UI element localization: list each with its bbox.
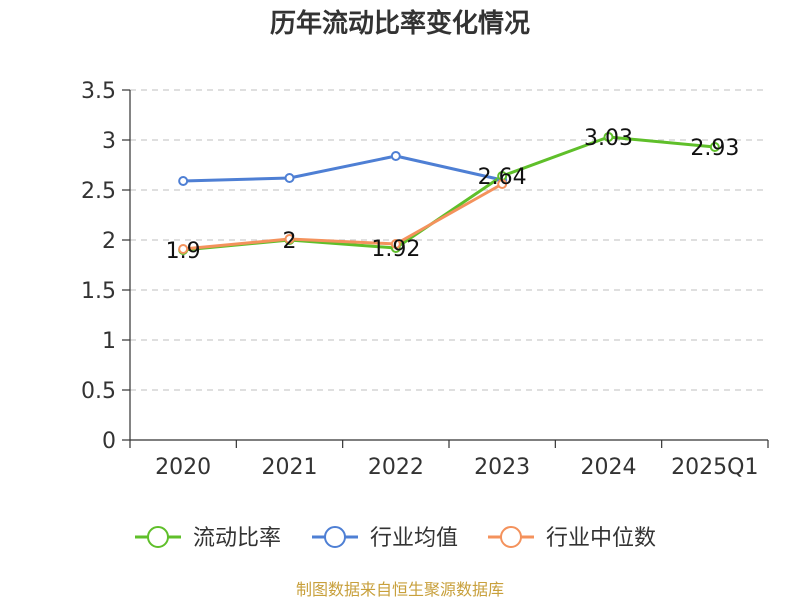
legend-marker [500,526,522,548]
data-point [390,239,401,249]
x-tick-label: 2020 [155,455,211,480]
x-tick-label: 2023 [474,455,530,480]
legend-label: 行业均值 [370,526,458,551]
y-tick-label: 1.5 [81,279,116,304]
y-tick-label: 3.5 [81,79,116,104]
data-point [497,179,508,189]
data-label: 1.9 [166,239,201,264]
y-tick-label: 0.5 [81,379,116,404]
series-lines [183,135,715,252]
series-line-0 [183,135,715,252]
data-labels: 1.9 2 1.922.643.03 2.93 [166,126,740,264]
x-tick-label: 2022 [368,455,424,480]
source-note: 制图数据来自恒生聚源数据库 [296,580,504,599]
x-tick-label: 2024 [581,455,637,480]
data-point [284,234,295,244]
data-point [284,173,295,183]
chart-title: 历年流动比率变化情况 [270,8,530,39]
legend-marker [147,526,169,548]
data-label: 3.03 [584,126,633,151]
data-label: 2.64 [478,165,527,190]
y-tick-label: 2.5 [81,179,116,204]
data-point [390,151,401,161]
data-point [178,176,189,186]
y-tick-label: 1 [102,329,116,354]
data-label: 2 [283,229,297,254]
data-label: 1.92 [371,237,420,262]
y-tick-label: 2 [102,229,116,254]
data-point [178,244,189,254]
y-tick-label: 3 [102,129,116,154]
legend-marker [324,526,346,548]
y-tick-label: 0 [102,429,116,454]
data-label: 2.93 [690,136,739,161]
data-point [603,132,614,142]
legend-label: 行业中位数 [546,526,656,551]
legend: 流动比率 行业均值 行业中位数 [135,526,656,551]
axes: 0 0.5 1 1.5 2 2.5 3 3.5 2020 2021 2022 2023 2024 2025… [81,79,769,480]
x-tick-label: 2025Q1 [671,455,758,480]
legend-label: 流动比率 [193,526,281,551]
series-line-1 [183,154,503,183]
series-line-2 [183,182,503,251]
data-point [709,142,720,152]
x-tick-label: 2021 [262,455,318,480]
data-points [178,132,720,255]
grid-lines [130,89,768,391]
